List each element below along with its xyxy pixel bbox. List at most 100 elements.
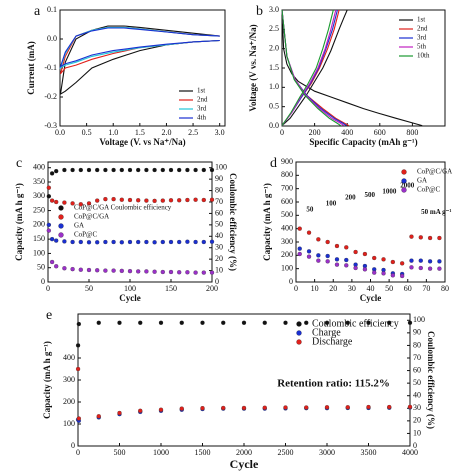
legend-label: 1st: [417, 16, 425, 24]
y-tick-label: 600: [281, 197, 293, 206]
y-tick-label: 200: [33, 220, 45, 229]
x-tick-label: 200: [206, 284, 218, 293]
x-axis-label: Specific Capacity (mAh g⁻¹): [309, 137, 417, 147]
y-tick-label: 0: [71, 441, 75, 450]
y-axis-label: Capacity (mA h g⁻¹): [262, 183, 272, 261]
series-line: [59, 25, 220, 96]
data-point: [345, 320, 350, 325]
annotation: 2000: [400, 182, 415, 190]
data-point: [49, 259, 55, 265]
data-point: [158, 320, 164, 325]
y-tick-label: 1.0: [269, 82, 279, 91]
y-tick-label: 300: [63, 375, 75, 384]
y-tick-label: 0: [289, 277, 293, 286]
data-point: [138, 320, 143, 325]
y2-tick-label: 50: [413, 378, 421, 387]
y-tick-label: 500: [281, 210, 293, 219]
data-point: [427, 266, 433, 271]
data-point: [241, 320, 247, 325]
legend-swatch: [401, 187, 407, 193]
data-point: [86, 267, 92, 273]
y2-tick-label: 60: [413, 365, 421, 374]
y-tick-label: 800: [281, 170, 293, 179]
data-point: [168, 198, 174, 203]
y-tick-label: 0: [41, 277, 45, 286]
y-tick-label: 700: [281, 183, 293, 192]
data-point: [185, 167, 190, 173]
data-point: [117, 320, 122, 325]
y-tick-label: 2.5: [269, 24, 279, 33]
y-tick-label: 300: [33, 191, 45, 200]
x-axis-label: Cycle: [119, 293, 141, 303]
data-point: [418, 265, 423, 271]
annotation: 200: [345, 194, 356, 202]
data-point: [381, 257, 386, 262]
panel-label: e: [46, 308, 52, 323]
data-point: [324, 320, 330, 325]
data-point: [103, 239, 108, 245]
data-point: [168, 167, 174, 173]
y2-tick-label: 70: [215, 197, 223, 206]
x-tick-label: 4000: [402, 448, 418, 457]
y2-tick-label: 60: [215, 208, 223, 217]
data-point: [103, 196, 108, 202]
data-point: [49, 198, 55, 203]
data-point: [304, 320, 309, 325]
data-point: [427, 235, 433, 241]
data-point: [179, 406, 184, 411]
data-point: [409, 265, 414, 270]
x-tick-label: 150: [165, 284, 177, 293]
data-point: [437, 266, 442, 271]
data-point: [62, 266, 67, 271]
data-point: [193, 197, 198, 202]
data-point: [160, 239, 165, 245]
data-point: [95, 198, 100, 203]
y-tick-label: 100: [63, 419, 75, 428]
data-point: [78, 239, 83, 245]
y-tick-label: 3.0: [269, 5, 279, 14]
y2-tick-label: 80: [413, 340, 421, 349]
data-point: [306, 249, 312, 254]
data-point: [209, 167, 215, 173]
data-point: [86, 201, 92, 206]
y-tick-label: 200: [63, 397, 75, 406]
x-tick-label: 800: [406, 128, 418, 137]
y2-tick-label: 20: [413, 416, 421, 425]
x-axis-label: Voltage (V. vs Na⁺/Na): [99, 137, 185, 147]
legend-swatch: [296, 339, 302, 345]
y-tick-label: -0.2: [44, 92, 57, 101]
data-point: [316, 237, 321, 242]
data-point: [221, 405, 226, 411]
data-point: [221, 320, 226, 325]
x-tick-label: 0.0: [55, 128, 65, 137]
data-point: [201, 239, 206, 245]
annotation: 50 mA g⁻¹: [421, 208, 451, 216]
data-point: [111, 196, 116, 202]
y2-tick-label: 30: [215, 243, 223, 252]
data-point: [62, 167, 67, 173]
panel-label: c: [16, 156, 22, 171]
data-point: [95, 167, 100, 173]
data-point: [193, 270, 198, 275]
legend-label: CoP@C/GA Coulombic efficiency: [74, 204, 172, 212]
data-point: [46, 228, 51, 233]
series-line: [281, 9, 350, 127]
x-tick-label: 10: [311, 284, 319, 293]
data-point: [201, 270, 206, 275]
data-point: [177, 239, 182, 245]
x-tick-label: 1000: [153, 448, 169, 457]
data-point: [168, 269, 174, 275]
x-tick-label: 50: [385, 284, 393, 293]
data-point: [160, 198, 165, 203]
legend-swatch: [58, 232, 64, 238]
y2-tick-label: 50: [215, 220, 223, 229]
data-point: [437, 259, 442, 264]
legend-label: GA: [417, 177, 427, 185]
data-point: [136, 269, 141, 274]
panel-label: b: [256, 4, 263, 19]
y-tick-label: 200: [281, 250, 293, 259]
data-point: [177, 270, 182, 275]
data-point: [46, 194, 51, 199]
data-point: [325, 259, 330, 264]
legend-label: 4th: [197, 114, 206, 122]
